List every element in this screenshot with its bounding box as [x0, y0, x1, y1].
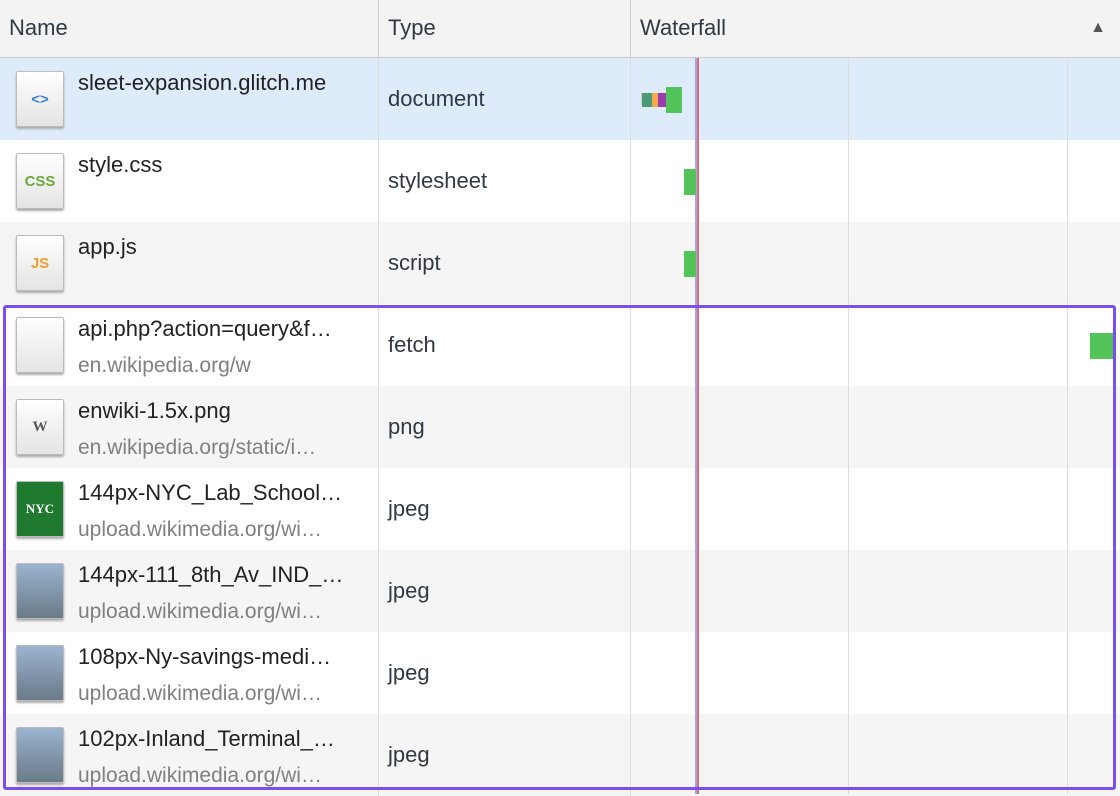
- table-row[interactable]: api.php?action=query&f… en.wikipedia.org…: [0, 304, 1120, 386]
- resource-name: enwiki-1.5x.png: [78, 398, 231, 423]
- building-thumbnail: [16, 563, 64, 619]
- resource-name: sleet-expansion.glitch.me: [78, 70, 327, 95]
- resource-name: api.php?action=query&f…: [78, 316, 332, 341]
- column-waterfall-header[interactable]: Waterfall ▲: [631, 0, 1120, 58]
- waterfall-cell: [631, 222, 1120, 304]
- waterfall-cell: [631, 386, 1120, 468]
- resource-path: en.wikipedia.org/w: [78, 354, 251, 377]
- table-row[interactable]: 108px-Ny-savings-medi… upload.wikimedia.…: [0, 632, 1120, 714]
- resource-path: upload.wikimedia.org/wi…: [78, 764, 322, 787]
- resource-path: en.wikipedia.org/static/i…: [78, 436, 317, 459]
- resource-name: 102px-Inland_Terminal_…: [78, 726, 335, 751]
- type-cell: jpeg: [379, 550, 631, 632]
- type-cell: jpeg: [379, 468, 631, 550]
- waterfall-cell: [631, 550, 1120, 632]
- waterfall-gridline: [848, 58, 849, 794]
- waterfall-bar-connect: [642, 93, 652, 107]
- name-cell[interactable]: 108px-Ny-savings-medi… upload.wikimedia.…: [0, 632, 379, 714]
- table-row[interactable]: JS app.js script: [0, 222, 1120, 304]
- waterfall-cell: [631, 58, 1120, 140]
- table-row[interactable]: NYC 144px-NYC_Lab_School… upload.wikimed…: [0, 468, 1120, 550]
- name-cell[interactable]: api.php?action=query&f… en.wikipedia.org…: [0, 304, 379, 386]
- resource-path: upload.wikimedia.org/wi…: [78, 600, 322, 623]
- name-cell[interactable]: NYC 144px-NYC_Lab_School… upload.wikimed…: [0, 468, 379, 550]
- type-cell: document: [379, 58, 631, 140]
- name-cell[interactable]: 102px-Inland_Terminal_… upload.wikimedia…: [0, 714, 379, 796]
- nyc-lab-school-thumbnail: NYC: [16, 481, 64, 537]
- load-event-line: [697, 58, 699, 794]
- name-cell[interactable]: 144px-111_8th_Av_IND_… upload.wikimedia.…: [0, 550, 379, 632]
- table-row[interactable]: <> sleet-expansion.glitch.me document: [0, 58, 1120, 140]
- sort-ascending-icon[interactable]: ▲: [1090, 19, 1106, 36]
- resource-name: style.css: [78, 152, 163, 177]
- resource-path: upload.wikimedia.org/wi…: [78, 518, 322, 541]
- resource-name: 108px-Ny-savings-medi…: [78, 644, 332, 669]
- table-row[interactable]: 102px-Inland_Terminal_… upload.wikimedia…: [0, 714, 1120, 796]
- table-row[interactable]: W enwiki-1.5x.png en.wikipedia.org/stati…: [0, 386, 1120, 468]
- table-row[interactable]: CSS style.css stylesheet: [0, 140, 1120, 222]
- type-cell: fetch: [379, 304, 631, 386]
- type-cell: script: [379, 222, 631, 304]
- type-cell: png: [379, 386, 631, 468]
- table-row[interactable]: 144px-111_8th_Av_IND_… upload.wikimedia.…: [0, 550, 1120, 632]
- waterfall-cell: [631, 304, 1120, 386]
- blank-file-icon: [16, 317, 64, 373]
- waterfall-bar-ssl: [652, 93, 658, 107]
- waterfall-gridline: [1067, 58, 1068, 794]
- column-name-header[interactable]: Name: [0, 0, 379, 58]
- wikipedia-logo-thumbnail: W: [16, 399, 64, 455]
- waterfall-cell: [631, 468, 1120, 550]
- resource-name: 144px-111_8th_Av_IND_…: [78, 562, 344, 587]
- css-file-icon: CSS: [16, 153, 64, 209]
- waterfall-cell: [631, 714, 1120, 796]
- resource-name: 144px-NYC_Lab_School…: [78, 480, 343, 505]
- waterfall-bar: [684, 169, 696, 195]
- type-cell: stylesheet: [379, 140, 631, 222]
- type-cell: jpeg: [379, 714, 631, 796]
- name-cell[interactable]: CSS style.css: [0, 140, 379, 222]
- column-type-header[interactable]: Type: [379, 0, 631, 58]
- resource-name: app.js: [78, 234, 137, 259]
- building-thumbnail: [16, 645, 64, 701]
- html-file-icon: <>: [16, 71, 64, 127]
- waterfall-bar-download: [666, 87, 682, 113]
- resource-path: upload.wikimedia.org/wi…: [78, 682, 322, 705]
- name-cell[interactable]: W enwiki-1.5x.png en.wikipedia.org/stati…: [0, 386, 379, 468]
- waterfall-bar: [684, 251, 696, 277]
- waterfall-label: Waterfall: [640, 15, 726, 40]
- waterfall-bar-waiting: [658, 93, 666, 107]
- building-thumbnail: [16, 727, 64, 783]
- name-cell[interactable]: JS app.js: [0, 222, 379, 304]
- table-header: Name Type Waterfall ▲: [0, 0, 1120, 58]
- waterfall-cell: [631, 632, 1120, 714]
- js-file-icon: JS: [16, 235, 64, 291]
- waterfall-bar: [1090, 333, 1114, 359]
- name-cell[interactable]: <> sleet-expansion.glitch.me: [0, 58, 379, 140]
- type-cell: jpeg: [379, 632, 631, 714]
- dom-content-loaded-line: [695, 58, 697, 794]
- waterfall-cell: [631, 140, 1120, 222]
